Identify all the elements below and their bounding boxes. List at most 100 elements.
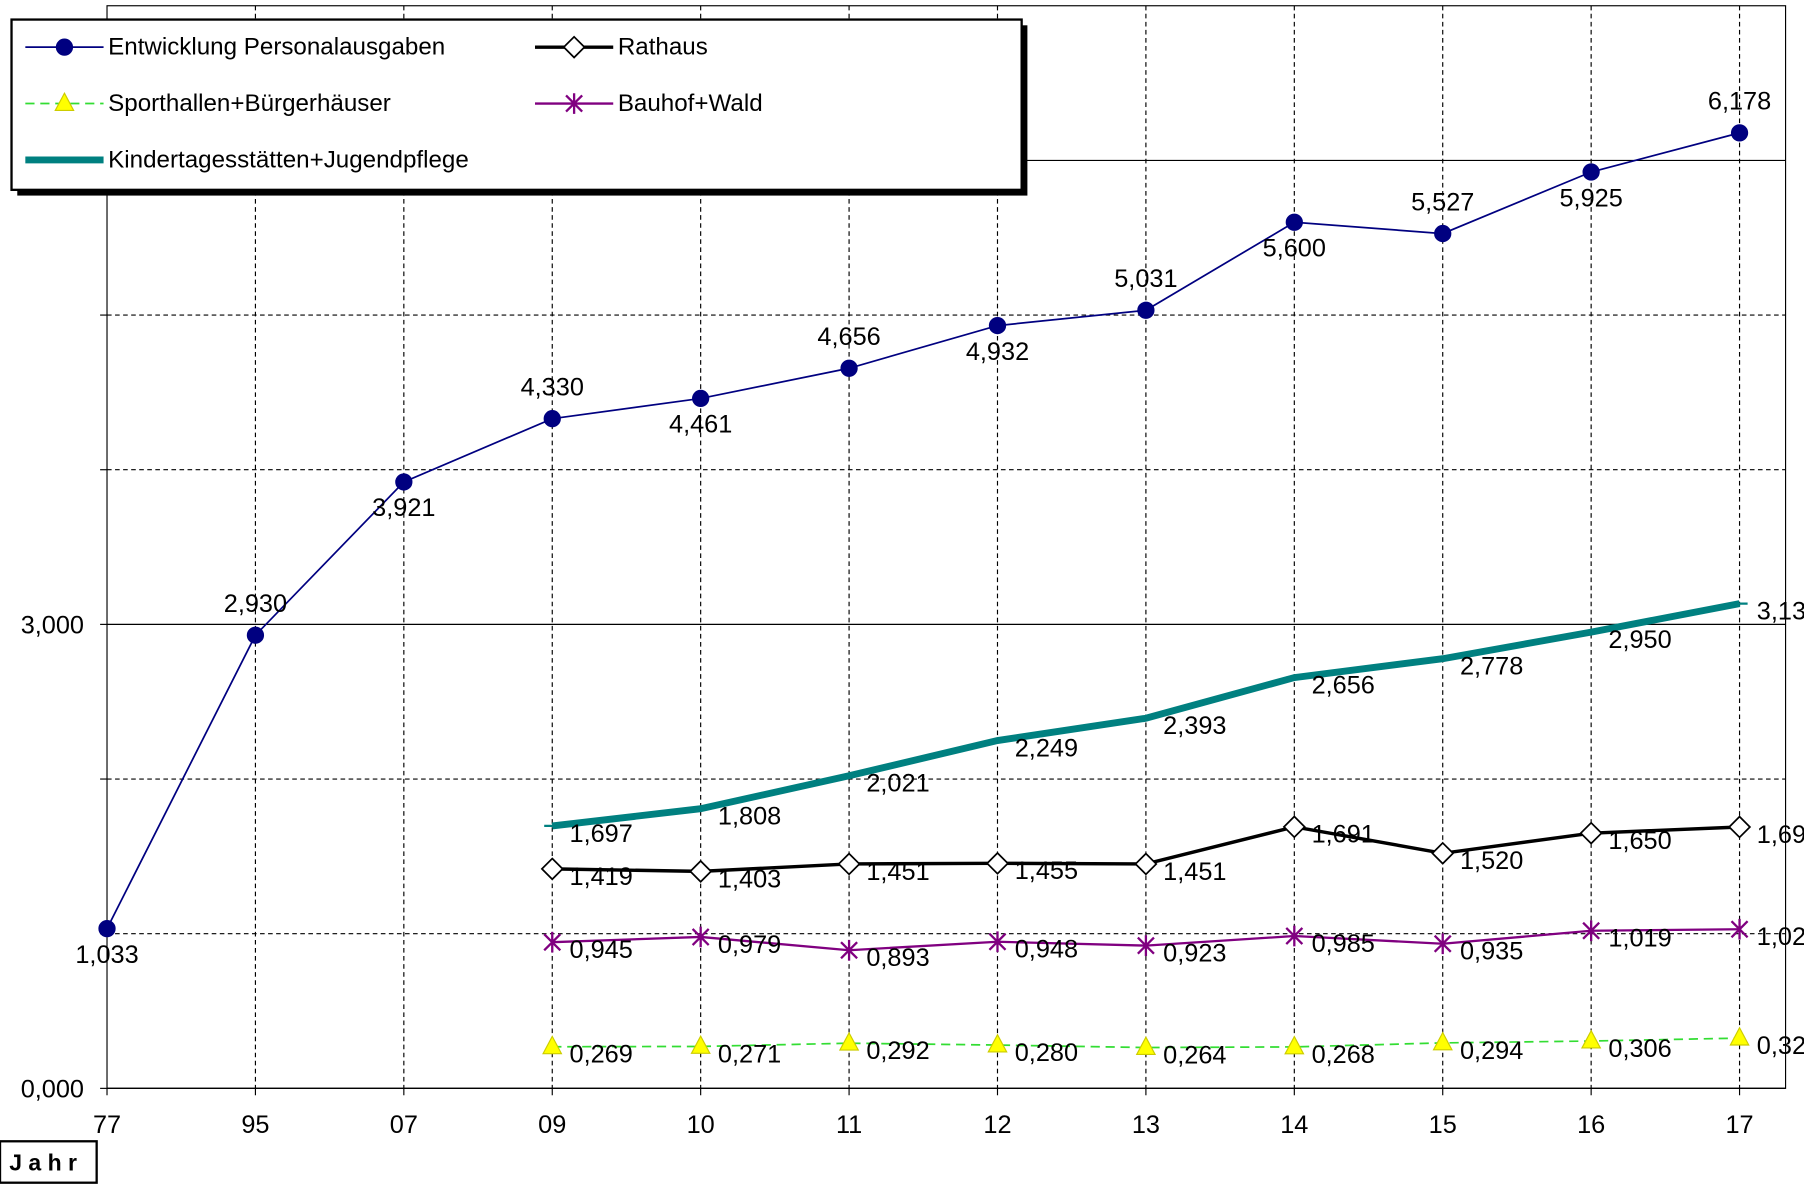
marker [987, 1033, 1008, 1053]
data-label: 4,330 [521, 373, 584, 401]
data-label: 0,292 [866, 1037, 929, 1065]
x-tick-label: 77 [93, 1111, 121, 1139]
legend-label: Kindertagesstätten+Jugendpflege [108, 146, 469, 173]
marker [690, 1034, 711, 1054]
marker [840, 359, 858, 377]
marker [1580, 1029, 1602, 1049]
data-label: 0,945 [570, 936, 633, 964]
marker [1432, 1031, 1453, 1051]
marker [54, 91, 75, 112]
marker [565, 93, 583, 114]
marker [543, 410, 561, 428]
legend-label: Entwicklung Personalausgaben [108, 34, 445, 61]
data-label: 1,033 [75, 941, 138, 969]
data-label: 5,925 [1559, 184, 1622, 212]
x-tick-label: 10 [687, 1111, 715, 1139]
marker [1134, 852, 1158, 876]
data-label: 0,294 [1460, 1037, 1523, 1065]
marker [540, 857, 564, 881]
data-label: 2,656 [1312, 671, 1375, 699]
legend-label: Sporthallen+Bürgerhäuser [108, 90, 391, 117]
data-label: 1,690 [1757, 821, 1804, 849]
marker [1579, 821, 1603, 845]
x-tick-label: 15 [1429, 1111, 1457, 1139]
marker [98, 919, 116, 938]
marker [985, 851, 1010, 875]
x-tick-label: 13 [1132, 1111, 1160, 1139]
data-label: 4,656 [817, 323, 880, 351]
series-line [552, 1037, 1740, 1049]
data-label: 0,935 [1460, 938, 1523, 966]
y-tick-label: 0,000 [21, 1075, 84, 1103]
x-tick-label: 07 [390, 1111, 418, 1139]
data-label: 1,691 [1312, 821, 1375, 849]
data-label: 0,325 [1757, 1032, 1804, 1060]
marker [1730, 124, 1749, 142]
marker [1285, 925, 1304, 947]
data-label: 1,697 [570, 820, 633, 848]
x-tick-label: 09 [538, 1111, 566, 1139]
marker [246, 626, 265, 644]
legend: Entwicklung Personalausgaben Rathaus Sport… [10, 18, 1028, 196]
marker [840, 939, 858, 961]
data-label: 2,249 [1015, 734, 1078, 762]
marker [562, 35, 586, 59]
data-label: 0,271 [718, 1040, 781, 1068]
data-label: 0,893 [866, 944, 929, 972]
data-label: 1,451 [866, 858, 929, 886]
data-label: 0,280 [1015, 1039, 1078, 1067]
x-tick-label: 16 [1577, 1111, 1605, 1139]
legend-label: Rathaus [618, 34, 708, 61]
x-tick-label: 12 [983, 1111, 1011, 1139]
marker [691, 926, 710, 948]
data-label: 3,134 [1757, 598, 1804, 626]
data-label: 0,269 [570, 1041, 633, 1069]
x-tick-label: 14 [1280, 1111, 1308, 1139]
series-line [106, 132, 1740, 929]
marker [1727, 815, 1752, 839]
data-label: 2,393 [1163, 712, 1226, 740]
data-label: 1,451 [1163, 858, 1226, 886]
data-label: 0,985 [1312, 930, 1375, 958]
marker [543, 931, 562, 953]
data-label: 0,948 [1015, 936, 1078, 964]
data-label: 5,031 [1114, 265, 1177, 293]
x-label-box [0, 1140, 98, 1184]
marker [1282, 815, 1306, 839]
marker [838, 1031, 860, 1051]
marker [689, 859, 713, 883]
data-label: 2,930 [224, 590, 287, 618]
x-label: J a h r [9, 1149, 77, 1175]
data-label: 1,808 [718, 803, 781, 831]
data-label: 1,019 [1608, 925, 1671, 953]
marker [1135, 1035, 1157, 1056]
data-label: 1,520 [1460, 847, 1523, 875]
marker [1582, 920, 1601, 942]
marker [1431, 841, 1455, 865]
data-label: 1,650 [1608, 827, 1671, 855]
data-label: 0,923 [1163, 940, 1226, 968]
data-label: 2,950 [1608, 626, 1671, 654]
marker [1137, 935, 1155, 956]
data-label: 1,455 [1015, 857, 1078, 885]
marker [1285, 213, 1303, 231]
data-label: 2,778 [1460, 653, 1523, 681]
data-label: 4,461 [669, 411, 732, 439]
marker [1582, 163, 1600, 181]
data-label: 1,403 [718, 865, 781, 893]
data-label: 5,527 [1411, 188, 1474, 216]
marker [395, 473, 413, 491]
data-label: 0,306 [1608, 1035, 1671, 1063]
legend-label: Bauhof+Wald [618, 90, 763, 117]
data-label: 4,932 [966, 338, 1029, 366]
y-tick-label: 3,000 [21, 611, 84, 639]
data-label: 3,921 [372, 494, 435, 522]
x-tick-label: 95 [241, 1111, 269, 1139]
data-label: 0,268 [1312, 1041, 1375, 1069]
marker [1730, 918, 1749, 940]
data-label: 6,178 [1708, 88, 1771, 116]
marker [1137, 301, 1155, 319]
marker [988, 931, 1007, 953]
